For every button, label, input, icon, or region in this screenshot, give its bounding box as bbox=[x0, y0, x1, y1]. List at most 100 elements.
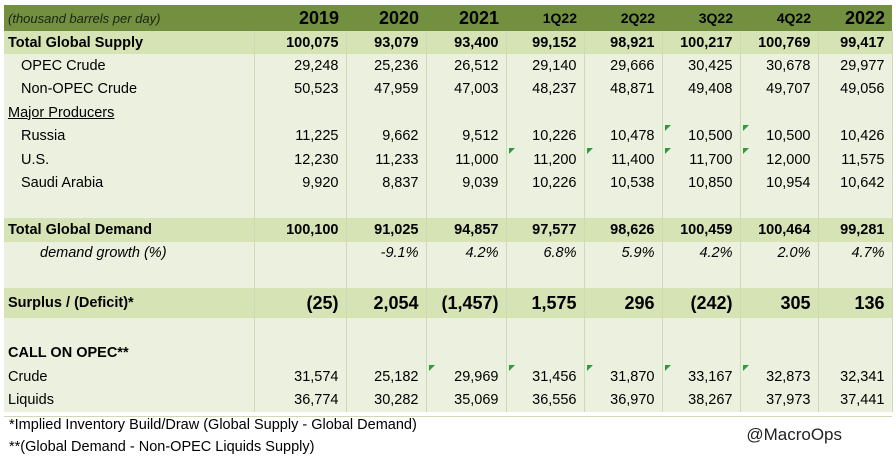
row-label: Russia bbox=[4, 124, 255, 148]
cell: 9,039 bbox=[426, 171, 507, 195]
cell: 99,152 bbox=[506, 31, 585, 55]
col-2q22: 2Q22 bbox=[584, 5, 662, 31]
cell: 99,281 bbox=[818, 218, 893, 242]
cell: 11,400 bbox=[584, 147, 663, 172]
cell: 31,870 bbox=[584, 365, 663, 389]
cell: 10,500 bbox=[740, 124, 819, 148]
cell: 47,003 bbox=[426, 77, 507, 102]
row-label: Surplus / (Deficit)* bbox=[4, 288, 255, 319]
cell: 305 bbox=[740, 288, 819, 319]
col-2021: 2021 bbox=[426, 5, 506, 31]
cell: 6.8% bbox=[506, 241, 585, 265]
row-label: Liquids bbox=[4, 388, 255, 412]
cell: 11,575 bbox=[818, 147, 893, 172]
cell: 91,025 bbox=[346, 218, 427, 242]
col-1q22: 1Q22 bbox=[506, 5, 584, 31]
cell: 97,577 bbox=[506, 218, 585, 242]
total-supply-row: Total Global Supply 100,075 93,079 93,40… bbox=[4, 31, 893, 55]
call-on-opec-row: CALL ON OPEC** bbox=[4, 341, 893, 366]
cell: 11,233 bbox=[346, 147, 427, 172]
col-4q22: 4Q22 bbox=[740, 5, 818, 31]
cell: 10,954 bbox=[740, 171, 819, 195]
row-label: demand growth (%) bbox=[4, 241, 255, 265]
cell: 10,478 bbox=[584, 124, 663, 148]
cell: 296 bbox=[584, 288, 663, 319]
cell: 4.2% bbox=[662, 241, 741, 265]
cell: 10,226 bbox=[506, 171, 585, 195]
cell: 29,977 bbox=[818, 54, 893, 78]
header-row: (thousand barrels per day) 2019 2020 202… bbox=[4, 5, 892, 31]
cell: 31,456 bbox=[506, 365, 585, 389]
cell bbox=[254, 241, 347, 265]
cell: 2,054 bbox=[346, 288, 427, 319]
major-producers-row: Major Producers bbox=[4, 101, 893, 125]
cell: 11,700 bbox=[662, 147, 741, 172]
section-label: Major Producers bbox=[4, 101, 255, 125]
oil-balance-table: (thousand barrels per day) 2019 2020 202… bbox=[4, 5, 893, 412]
cell: 9,512 bbox=[426, 124, 507, 148]
cell: 36,556 bbox=[506, 388, 585, 412]
cell: 10,538 bbox=[584, 171, 663, 195]
call-liquids-row: Liquids 36,774 30,282 35,069 36,556 36,9… bbox=[4, 388, 893, 412]
cell: (242) bbox=[662, 288, 741, 319]
cell: 49,056 bbox=[818, 77, 893, 102]
cell: 29,969 bbox=[426, 365, 507, 389]
row-label: Non-OPEC Crude bbox=[4, 77, 255, 102]
cell: 30,282 bbox=[346, 388, 427, 412]
cell: 49,707 bbox=[740, 77, 819, 102]
cell: 100,459 bbox=[662, 218, 741, 242]
col-2019: 2019 bbox=[254, 5, 346, 31]
cell: 2.0% bbox=[740, 241, 819, 265]
cell: 1,575 bbox=[506, 288, 585, 319]
non-opec-crude-row: Non-OPEC Crude 50,523 47,959 47,003 48,2… bbox=[4, 77, 893, 102]
cell: 5.9% bbox=[584, 241, 663, 265]
cell: 25,236 bbox=[346, 54, 427, 78]
col-2022: 2022 bbox=[818, 5, 892, 31]
cell: 10,642 bbox=[818, 171, 893, 195]
col-2020: 2020 bbox=[346, 5, 426, 31]
cell: 93,079 bbox=[346, 31, 427, 55]
saudi-row: Saudi Arabia 9,920 8,837 9,039 10,226 10… bbox=[4, 171, 893, 195]
cell: 8,837 bbox=[346, 171, 427, 195]
cell: 37,441 bbox=[818, 388, 893, 412]
row-label: Saudi Arabia bbox=[4, 171, 255, 195]
author-handle: @MacroOps bbox=[746, 425, 842, 444]
cell: 12,000 bbox=[740, 147, 819, 172]
cell: 136 bbox=[818, 288, 893, 319]
cell: 9,920 bbox=[254, 171, 347, 195]
cell: 26,512 bbox=[426, 54, 507, 78]
russia-row: Russia 11,225 9,662 9,512 10,226 10,478 … bbox=[4, 124, 893, 148]
cell: 36,774 bbox=[254, 388, 347, 412]
cell: 29,140 bbox=[506, 54, 585, 78]
footnotes: *Implied Inventory Build/Draw (Global Su… bbox=[4, 416, 892, 461]
cell: -9.1% bbox=[346, 241, 427, 265]
cell: 4.2% bbox=[426, 241, 507, 265]
cell: 98,626 bbox=[584, 218, 663, 242]
cell: (25) bbox=[254, 288, 347, 319]
cell: 49,408 bbox=[662, 77, 741, 102]
row-label: Total Global Supply bbox=[4, 31, 255, 55]
cell: 9,662 bbox=[346, 124, 427, 148]
cell: 100,100 bbox=[254, 218, 347, 242]
cell: 11,000 bbox=[426, 147, 507, 172]
spacer-row bbox=[4, 318, 893, 342]
call-crude-row: Crude 31,574 25,182 29,969 31,456 31,870… bbox=[4, 365, 893, 389]
cell: 93,400 bbox=[426, 31, 507, 55]
footnote-inventory: *Implied Inventory Build/Draw (Global Su… bbox=[9, 417, 417, 433]
cell: 100,217 bbox=[662, 31, 741, 55]
cell: 10,426 bbox=[818, 124, 893, 148]
demand-growth-row: demand growth (%) -9.1% 4.2% 6.8% 5.9% 4… bbox=[4, 241, 893, 265]
cell: 50,523 bbox=[254, 77, 347, 102]
cell: 47,959 bbox=[346, 77, 427, 102]
cell: 37,973 bbox=[740, 388, 819, 412]
cell: 100,769 bbox=[740, 31, 819, 55]
col-3q22: 3Q22 bbox=[662, 5, 740, 31]
cell: 98,921 bbox=[584, 31, 663, 55]
cell: 35,069 bbox=[426, 388, 507, 412]
row-label: Total Global Demand bbox=[4, 218, 255, 242]
cell: 100,464 bbox=[740, 218, 819, 242]
opec-crude-row: OPEC Crude 29,248 25,236 26,512 29,140 2… bbox=[4, 54, 893, 78]
cell: 11,200 bbox=[506, 147, 585, 172]
surplus-row: Surplus / (Deficit)* (25) 2,054 (1,457) … bbox=[4, 288, 893, 319]
cell: 32,873 bbox=[740, 365, 819, 389]
